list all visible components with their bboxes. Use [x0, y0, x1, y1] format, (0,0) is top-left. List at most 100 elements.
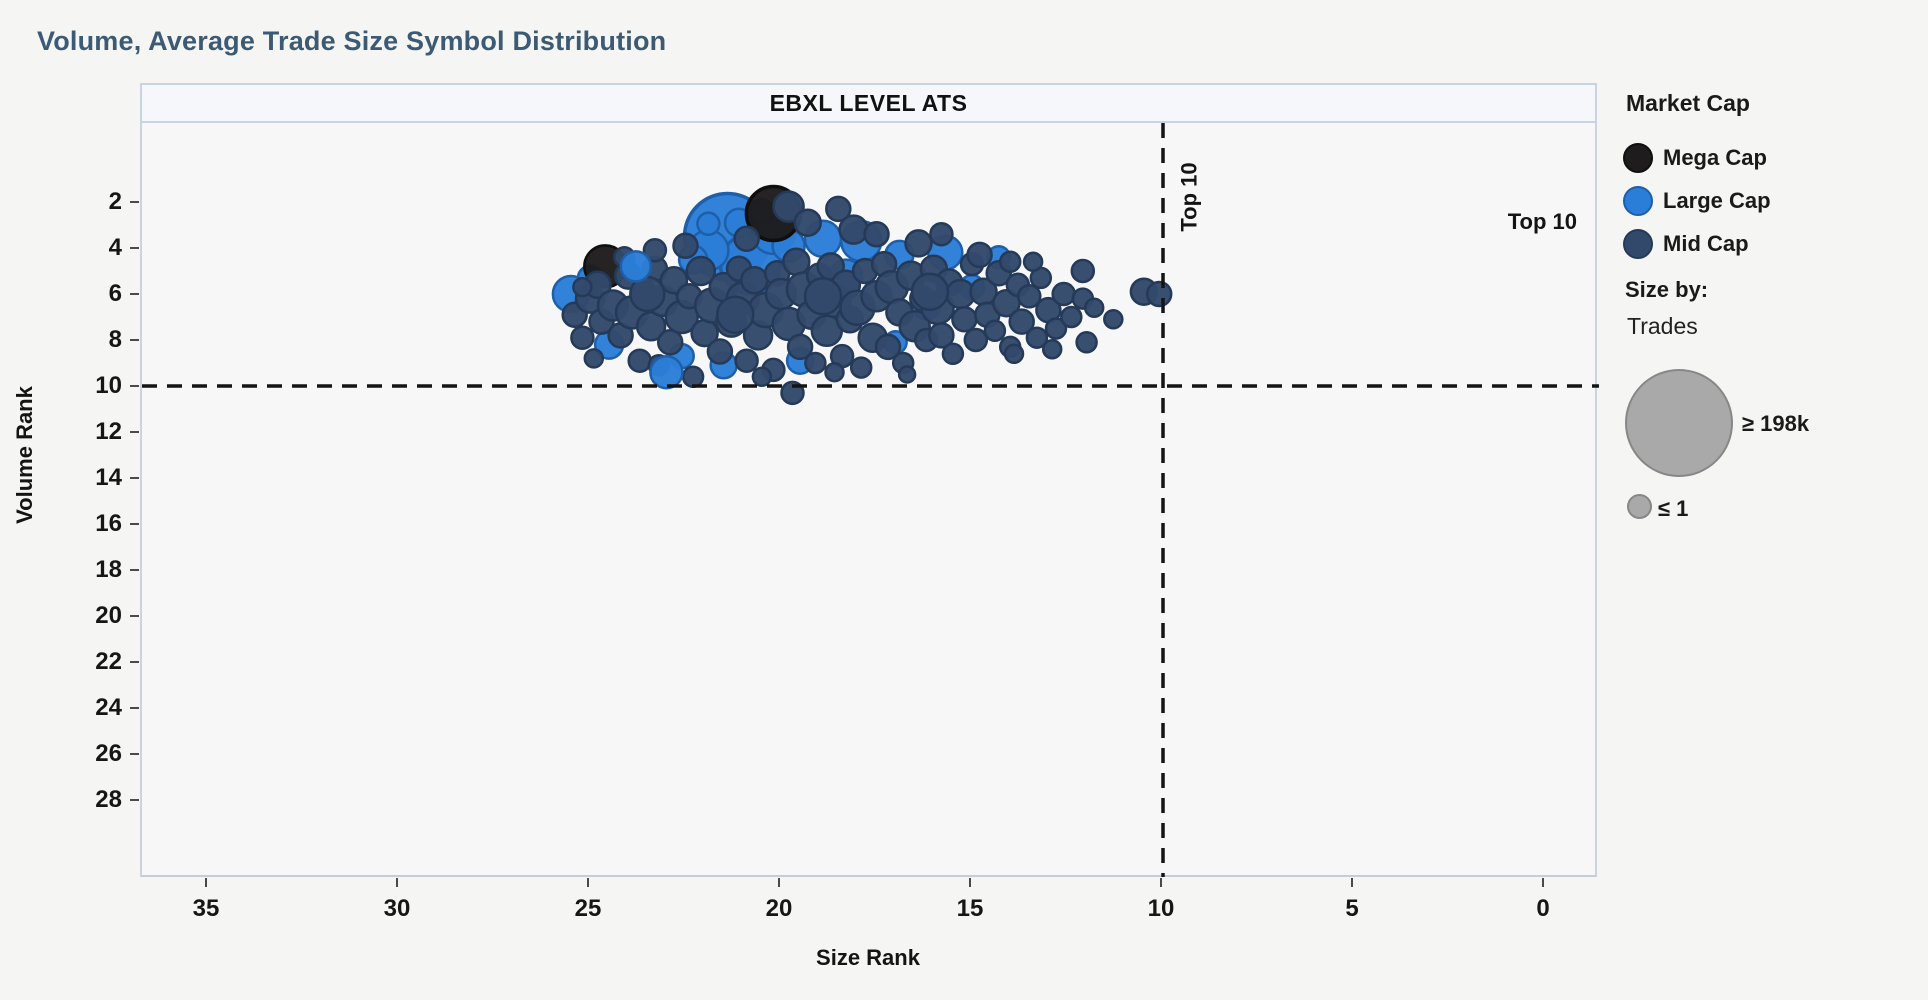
x-tick-label: 25	[574, 895, 602, 922]
y-tick-label: 14	[95, 464, 122, 491]
bubble[interactable]	[642, 238, 668, 263]
y-tick-mark	[130, 799, 139, 801]
bubble[interactable]	[941, 342, 965, 366]
bubble[interactable]	[998, 250, 1022, 274]
x-tick-label: 0	[1536, 895, 1550, 922]
bubble[interactable]	[910, 272, 950, 311]
y-tick-label: 26	[95, 740, 122, 767]
bubble[interactable]	[1044, 317, 1068, 340]
y-tick-mark	[130, 431, 139, 433]
x-tick-label: 20	[765, 895, 793, 922]
bubble[interactable]	[804, 351, 827, 375]
bubble[interactable]	[983, 319, 1007, 343]
y-tick-mark	[130, 615, 139, 617]
bubble[interactable]	[1070, 258, 1096, 284]
y-tick-mark	[130, 661, 139, 663]
bubble[interactable]	[863, 220, 890, 248]
bubble[interactable]	[1008, 308, 1035, 335]
bubble[interactable]	[627, 348, 652, 373]
bubble[interactable]	[656, 329, 684, 356]
bubble[interactable]	[740, 265, 769, 295]
bubble[interactable]	[1025, 326, 1049, 349]
bubble[interactable]	[1083, 297, 1105, 319]
legend-item-mega-cap[interactable]: Mega Cap	[1623, 143, 1767, 173]
y-tick-label: 18	[95, 556, 122, 583]
bubble[interactable]	[685, 255, 717, 287]
y-tick-label: 28	[95, 786, 122, 813]
y-tick-label: 20	[95, 602, 122, 629]
bubble[interactable]	[1041, 338, 1063, 360]
bubble[interactable]	[733, 225, 760, 253]
y-tick-label: 16	[95, 510, 122, 537]
y-tick-mark	[130, 339, 139, 341]
bubble[interactable]	[849, 356, 873, 379]
bubble[interactable]	[929, 221, 954, 247]
bubble[interactable]	[838, 214, 869, 245]
bubble[interactable]	[672, 232, 699, 259]
y-tick-label: 10	[95, 372, 122, 399]
bubble[interactable]	[772, 190, 805, 223]
bubble[interactable]	[1003, 343, 1025, 365]
bubble[interactable]	[715, 295, 755, 334]
bubble[interactable]	[572, 276, 593, 298]
y-tick-mark	[130, 753, 139, 755]
bubble[interactable]	[1075, 331, 1098, 354]
bubble[interactable]	[825, 195, 852, 223]
bubble[interactable]	[649, 354, 684, 390]
bubble[interactable]	[1145, 280, 1173, 308]
bubble[interactable]	[966, 241, 993, 269]
legend-size-by-title: Size by:	[1625, 277, 1709, 302]
size-legend-max-circle	[1625, 369, 1733, 477]
bubble[interactable]	[824, 361, 845, 383]
x-tick-mark	[1351, 878, 1353, 887]
scatter-plot-area[interactable]: Top 10 Top 10	[140, 123, 1599, 877]
legend-swatch-circle	[1623, 229, 1653, 259]
bubble[interactable]	[928, 322, 955, 349]
bubble[interactable]	[1022, 251, 1044, 273]
x-tick-mark	[969, 878, 971, 887]
bubble[interactable]	[570, 325, 595, 350]
size-legend-max-label: ≥ 198k	[1742, 411, 1810, 436]
panel-header: EBXL LEVEL ATS	[140, 83, 1597, 123]
bubble[interactable]	[619, 250, 653, 283]
y-tick-label: 12	[95, 418, 122, 445]
bubble[interactable]	[1060, 305, 1083, 329]
bubble[interactable]	[874, 333, 902, 361]
panel-header-label: EBXL LEVEL ATS	[769, 89, 968, 116]
bubble[interactable]	[793, 208, 822, 237]
bubble[interactable]	[1103, 309, 1124, 330]
bubble[interactable]	[897, 365, 917, 384]
legend-swatch-circle	[1623, 143, 1653, 173]
x-tick-label: 30	[383, 895, 411, 922]
bubble[interactable]	[786, 333, 814, 361]
bubble[interactable]	[963, 327, 989, 353]
bubble[interactable]	[904, 229, 933, 258]
legend-item-large-cap[interactable]: Large Cap	[1623, 186, 1771, 216]
legend-item-label: Large Cap	[1663, 188, 1771, 213]
y-tick-label: 4	[108, 234, 122, 261]
x-tick-mark	[396, 878, 398, 887]
bubble[interactable]	[734, 348, 759, 373]
bubble[interactable]	[803, 277, 843, 316]
chart-canvas[interactable]	[142, 123, 1599, 877]
x-tick-mark	[1542, 878, 1544, 887]
size-legend-min-circle	[1627, 494, 1652, 519]
bubble[interactable]	[951, 306, 978, 333]
x-tick-label: 35	[192, 895, 220, 922]
bubble[interactable]	[782, 247, 811, 277]
y-tick-mark	[130, 201, 139, 203]
x-tick-mark	[778, 878, 780, 887]
bubble[interactable]	[751, 366, 773, 388]
bubble[interactable]	[583, 348, 605, 369]
bubble[interactable]	[681, 365, 705, 389]
x-tick-label: 5	[1345, 895, 1359, 922]
bubble[interactable]	[1017, 284, 1042, 309]
size-legend-min-label: ≤ 1	[1658, 496, 1689, 521]
bubble[interactable]	[1051, 281, 1076, 307]
bubble[interactable]	[696, 211, 721, 237]
bubble[interactable]	[706, 338, 734, 365]
legend-swatch-circle	[1623, 186, 1653, 216]
legend-market-cap-title: Market Cap	[1626, 90, 1750, 116]
legend-item-mid-cap[interactable]: Mid Cap	[1623, 229, 1749, 259]
